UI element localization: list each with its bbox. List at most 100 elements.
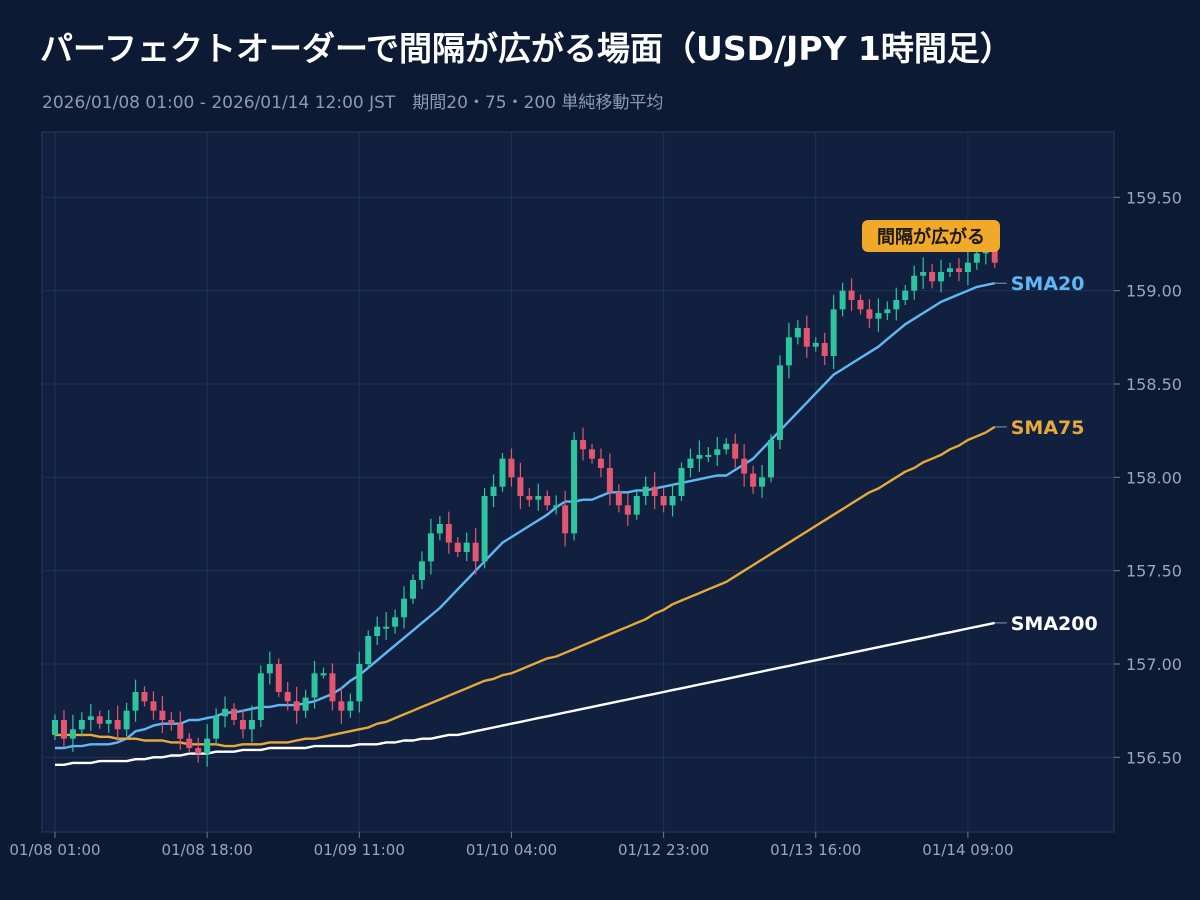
candle-body (123, 710, 130, 730)
candle-body (239, 720, 246, 730)
candle-body (669, 496, 676, 506)
candle-body (589, 449, 595, 459)
x-tick-label: 01/13 16:00 (770, 841, 861, 859)
candle-body (955, 268, 962, 272)
candle-body (463, 542, 470, 552)
x-tick-label: 01/14 09:00 (922, 841, 1013, 859)
candle-body (356, 664, 363, 702)
candle-body (651, 486, 658, 496)
candle-body (311, 673, 318, 698)
y-tick-label: 157.00 (1126, 655, 1182, 674)
candle-body (633, 496, 640, 515)
candle-body (624, 505, 631, 515)
candle-body (866, 309, 873, 319)
candle-body (338, 701, 345, 711)
candle-body (141, 692, 148, 702)
candle-body (696, 454, 703, 459)
candle-body (195, 748, 202, 754)
candle-body (186, 738, 193, 748)
y-tick-label: 157.50 (1126, 562, 1182, 581)
sma200-label: SMA200 (1011, 613, 1098, 635)
candle-body (69, 729, 76, 739)
candle-body (741, 458, 748, 474)
annotation-badge (862, 220, 1000, 252)
candle-body (347, 701, 354, 711)
y-tick-label: 158.50 (1126, 375, 1182, 394)
candle-body (159, 710, 166, 720)
candle-body (78, 720, 85, 730)
candle-body (839, 290, 846, 310)
candle-body (284, 692, 291, 702)
candle-body (383, 626, 390, 629)
x-tick-label: 01/08 18:00 (162, 841, 253, 859)
candle-body (410, 580, 416, 599)
candle-body (204, 738, 211, 754)
y-tick-label: 156.50 (1126, 748, 1182, 767)
candle-body (266, 664, 273, 674)
candle-body (911, 275, 918, 291)
chart-subtitle: 2026/01/08 01:00 - 2026/01/14 12:00 JST … (42, 93, 664, 113)
sma20-label: SMA20 (1011, 273, 1085, 295)
candle-body (991, 244, 998, 263)
candle-body (535, 496, 542, 500)
sma75-label: SMA75 (1011, 417, 1085, 439)
candle-body (848, 290, 855, 300)
candle-body (132, 692, 139, 711)
candle-body (768, 440, 774, 478)
candle-body (821, 342, 828, 356)
y-tick-label: 159.50 (1126, 188, 1182, 207)
sma20-line (55, 282, 995, 750)
candle-body (759, 477, 766, 487)
candle-body (60, 720, 67, 739)
candle-body (714, 449, 721, 455)
candle-body (830, 309, 837, 356)
candle-body (642, 486, 649, 496)
candle-body (257, 673, 264, 720)
candle-body (660, 496, 667, 506)
candle-body (365, 636, 372, 664)
candle-body (114, 720, 121, 730)
candle-body (776, 365, 783, 440)
candle-body (606, 468, 613, 493)
y-tick-label: 158.00 (1126, 468, 1182, 487)
candle-body (481, 496, 488, 562)
candle-body (445, 524, 452, 543)
candle-body (902, 290, 909, 300)
annotation-text: 間隔が広がる (877, 226, 985, 248)
candle-body (213, 716, 220, 739)
candle-body (794, 328, 801, 338)
candle-body (96, 716, 103, 724)
candle-body (177, 723, 184, 739)
candle-body (418, 561, 425, 580)
candle-body (293, 701, 300, 711)
sma200-line (55, 621, 995, 766)
candle-body (87, 716, 94, 720)
sma75-line (55, 425, 996, 748)
candle-body (374, 626, 381, 636)
candle-body (705, 454, 712, 457)
candle-body (812, 342, 819, 347)
candle-body (785, 337, 792, 366)
x-tick-label: 01/08 01:00 (9, 841, 100, 859)
candle-body (938, 272, 945, 282)
candle-body (454, 542, 461, 552)
candle-body (52, 720, 58, 735)
candle-body (544, 496, 551, 506)
candle-body (929, 272, 936, 282)
x-tick-label: 01/09 11:00 (314, 841, 405, 859)
candle-body (499, 458, 506, 487)
candle-body (302, 697, 309, 711)
chart-title: パーフェクトオーダーで間隔が広がる場面（USD/JPY 1時間足） (40, 29, 1013, 68)
candle-body (920, 272, 927, 276)
candle-body (750, 473, 757, 487)
candle-body (723, 443, 730, 450)
candle-body (571, 440, 578, 534)
y-tick-label: 159.00 (1126, 282, 1182, 301)
candle-body (857, 300, 864, 310)
candle-body (320, 673, 327, 676)
candle-body (150, 701, 157, 711)
candle-body (678, 468, 685, 496)
candle-body (329, 673, 336, 702)
candle-body (517, 477, 524, 496)
